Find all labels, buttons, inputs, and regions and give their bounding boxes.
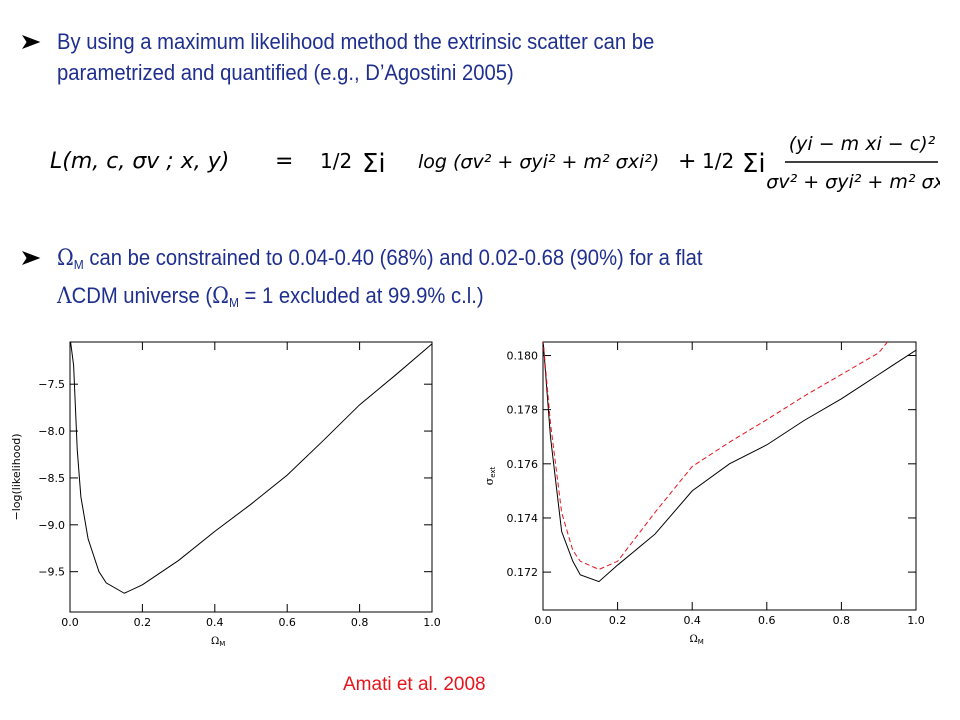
subscript: M [73,257,84,272]
plot-frame [542,341,917,611]
symbol: Ω [56,246,74,271]
bullet-line: ΛCDM universe (ΩM = 1 excluded at 99.9% … [22,280,703,318]
y-tick-label: −7.5 [38,378,65,391]
y-tick-label: 0.178 [507,404,539,417]
formula-half: 1/2 [320,149,352,173]
x-tick-label: 0.2 [609,614,627,627]
x-tick-label: 0.0 [534,614,552,627]
plot-frame [69,341,433,613]
y-axis-label: −log(likelihood) [10,434,23,521]
y-tick-label: 0.174 [507,512,539,525]
x-tick-label: 0.8 [833,614,851,627]
x-axis-label: ΩM [211,636,225,648]
formula-sum: Σi [362,149,386,179]
formula-denominator: σv² + σyi² + m² σxi² [766,171,940,193]
text: CDM universe ( [71,283,213,308]
x-tick-label: 0.4 [206,616,224,629]
formula-numerator: (yi − m xi − c)² [789,133,936,155]
text: parametrized and quantified (e.g., D’Ago… [56,60,514,85]
symbol: Λ [56,284,72,309]
y-tick-label: −9.0 [38,519,65,532]
chart: 0.0 0.2 0.4 0.6 0.8 1.0 0.172 0.174 0.176 0.178 0.… [483,341,925,646]
symbol: Ω [690,634,698,645]
subscript: M [219,640,225,648]
formula-sum: Σi [742,149,766,179]
bullet-line: parametrized and quantified (e.g., D’Ago… [22,57,654,88]
subscript: ext [489,466,497,477]
text: = 1 excluded at 99.9% c.l.) [238,283,484,308]
x-tick-label: 0.4 [683,614,701,627]
y-tick-label: −8.5 [38,472,65,485]
y-tick-label: −8.0 [38,425,65,438]
y-tick-label: −9.5 [38,566,65,579]
x-tick-label: 0.6 [758,614,776,627]
text: By using a maximum likelihood method the… [56,29,655,54]
x-axis-label: ΩM [690,634,704,646]
formula-lhs: L(m, c, σv ; x, y) [50,149,229,174]
line-series [543,342,889,570]
formula-term: log (σv² + σyi² + m² σxi²) [418,151,659,173]
y-tick-label: 0.172 [507,566,539,579]
bullet: ΩM can be constrained to 0.04-0.40 (68%)… [22,242,703,318]
subscript: M [228,295,239,310]
bullet: By using a maximum likelihood method the… [22,26,654,88]
chart: 0.0 0.2 0.4 0.6 0.8 1.0 −9.5 −9.0 −8.5 −8.0 −7.5 ΩM… [10,341,441,648]
formula-eq: = [275,149,293,174]
bullet-arrow [22,251,41,265]
x-tick-label: 1.0 [423,616,441,629]
formula-plus: + [678,149,696,174]
bullet-arrow [22,35,41,49]
x-tick-label: 0.8 [351,616,369,629]
line-series [70,342,432,594]
symbol: Ω [211,636,219,647]
x-tick-label: 0.6 [278,616,296,629]
x-tick-label: 1.0 [907,614,925,627]
y-tick-label: 0.180 [507,350,539,363]
y-tick-label: 0.176 [507,458,539,471]
formula-half: 1/2 [702,149,734,173]
subscript: M [698,638,704,646]
bullet-line: ΩM can be constrained to 0.04-0.40 (68%)… [22,242,703,280]
formula: L(m, c, σv ; x, y) = 1/2 Σi log (σv² + σ… [50,133,940,193]
x-tick-label: 0.2 [134,616,152,629]
line-series [543,342,916,583]
y-axis-label: σext [483,466,497,485]
bullet-line: By using a maximum likelihood method the… [22,26,654,57]
symbol: Ω [212,284,229,309]
text: can be constrained to 0.04-0.40 (68%) an… [83,245,703,270]
x-tick-label: 0.0 [61,616,79,629]
citation: Amati et al. 2008 [343,674,486,695]
symbol: σ [483,477,496,485]
